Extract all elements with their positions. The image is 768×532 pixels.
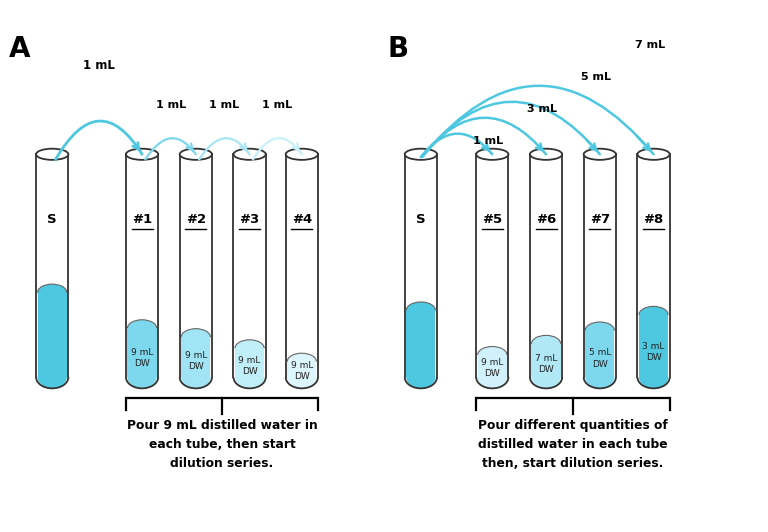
Ellipse shape [233,149,266,160]
Ellipse shape [36,366,68,388]
Bar [531,344,561,377]
Ellipse shape [405,366,437,388]
Ellipse shape [478,346,507,363]
Ellipse shape [530,366,562,388]
Text: 9 mL
DW: 9 mL DW [238,355,261,376]
Ellipse shape [126,366,158,388]
Ellipse shape [637,149,670,160]
Text: 1 mL: 1 mL [155,100,186,110]
Ellipse shape [180,149,212,160]
Ellipse shape [286,366,318,388]
Bar [476,154,508,377]
Ellipse shape [478,366,507,388]
Ellipse shape [637,366,670,388]
Ellipse shape [127,366,157,388]
Text: #8: #8 [644,213,664,226]
Text: 9 mL
DW: 9 mL DW [290,361,313,381]
Ellipse shape [405,149,437,160]
Text: #4: #4 [292,213,312,226]
Bar [584,154,616,377]
Text: #2: #2 [186,213,206,226]
Text: Pour different quantities of
distilled water in each tube
then, start dilution s: Pour different quantities of distilled w… [478,419,668,470]
Bar [405,154,437,377]
Text: 1 mL: 1 mL [473,136,504,146]
Ellipse shape [584,149,616,160]
Ellipse shape [38,366,67,388]
Text: 5 mL
DW: 5 mL DW [588,348,611,369]
Ellipse shape [287,353,316,370]
Ellipse shape [531,366,561,388]
Text: S: S [48,213,57,226]
Text: #6: #6 [536,213,556,226]
Ellipse shape [180,366,212,388]
Ellipse shape [38,284,67,301]
Text: 3 mL: 3 mL [527,104,558,114]
Ellipse shape [585,322,614,339]
Bar [637,154,670,377]
Bar [38,293,67,377]
Text: 3 mL
DW: 3 mL DW [642,342,665,362]
Ellipse shape [235,366,264,388]
Text: 9 mL
DW: 9 mL DW [481,358,504,378]
Text: Pour 9 mL distilled water in
each tube, then start
dilution series.: Pour 9 mL distilled water in each tube, … [127,419,317,470]
Text: S: S [416,213,425,226]
Ellipse shape [639,366,668,388]
Text: 7 mL: 7 mL [634,40,665,50]
Text: 1 mL: 1 mL [83,59,114,72]
Ellipse shape [639,306,668,323]
Text: 1 mL: 1 mL [209,100,240,110]
Bar [181,337,210,377]
Bar [180,154,212,377]
Ellipse shape [181,329,210,345]
Ellipse shape [584,366,616,388]
Ellipse shape [531,335,561,352]
Text: 7 mL
DW: 7 mL DW [535,354,558,374]
Bar [639,315,668,377]
Ellipse shape [126,149,158,160]
Bar [233,154,266,377]
Text: A: A [9,35,31,63]
Text: 9 mL
DW: 9 mL DW [131,347,154,368]
Ellipse shape [287,366,316,388]
Ellipse shape [286,149,318,160]
Ellipse shape [530,149,562,160]
Bar [235,348,264,377]
Bar [287,362,316,377]
Bar [36,154,68,377]
Text: #7: #7 [590,213,610,226]
Ellipse shape [235,340,264,356]
Ellipse shape [406,302,435,319]
Bar [478,355,507,377]
Ellipse shape [127,320,157,337]
Text: B: B [388,35,409,63]
Bar [127,328,157,377]
Ellipse shape [233,366,266,388]
Text: 9 mL
DW: 9 mL DW [184,351,207,371]
Bar [126,154,158,377]
Bar [286,154,318,377]
Text: 5 mL: 5 mL [581,72,611,82]
Ellipse shape [476,366,508,388]
Ellipse shape [36,149,68,160]
Bar [585,330,614,377]
Ellipse shape [181,366,210,388]
Ellipse shape [406,366,435,388]
Ellipse shape [476,149,508,160]
Bar [406,310,435,377]
Text: #5: #5 [482,213,502,226]
Text: #1: #1 [132,213,152,226]
Text: #3: #3 [240,213,260,226]
Ellipse shape [585,366,614,388]
Bar [530,154,562,377]
Text: 1 mL: 1 mL [262,100,293,110]
